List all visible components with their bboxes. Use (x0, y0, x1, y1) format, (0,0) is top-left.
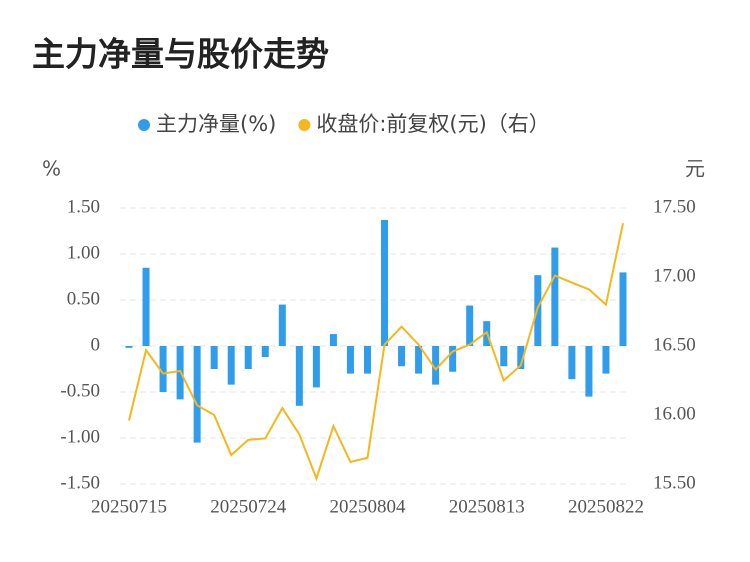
x-tick-label: 20250715 (91, 496, 167, 517)
bar (159, 346, 167, 392)
bar (381, 219, 389, 346)
bar (312, 346, 320, 388)
bar (227, 346, 235, 385)
legend-marker (298, 119, 311, 131)
y2-tick-label: 17.00 (653, 265, 696, 286)
chart-title: 主力净量与股价走势 (32, 35, 329, 74)
bar (295, 346, 303, 406)
y-tick-label: -0.50 (60, 380, 100, 401)
bar (398, 346, 406, 367)
bar (142, 267, 150, 346)
legend-label: 收盘价:前复权(元)（右） (316, 112, 549, 136)
bar (449, 346, 457, 372)
price-line (128, 222, 624, 482)
bar (585, 346, 593, 397)
y2-tick-label: 15.50 (653, 472, 696, 493)
bar (568, 346, 576, 380)
bar (415, 346, 423, 374)
bar (517, 346, 525, 369)
bar (500, 346, 508, 367)
x-tick-label: 20250724 (210, 496, 287, 517)
y2-tick-label: 16.00 (653, 403, 696, 424)
bar (551, 247, 559, 346)
y-tick-label: 0.50 (67, 288, 100, 309)
y-tick-label: 1.00 (67, 242, 100, 263)
legend-label: 主力净量(%) (156, 112, 276, 136)
bar (193, 346, 201, 443)
bar (346, 346, 354, 374)
bar (278, 304, 286, 346)
y-tick-label: -1.50 (60, 472, 100, 493)
y2-tick-label: 17.50 (653, 196, 696, 217)
bar (125, 346, 133, 348)
bar (210, 346, 218, 369)
bar (619, 272, 627, 346)
y-axis-label: % (42, 157, 61, 181)
y-tick-label: 0 (91, 334, 101, 355)
bar (363, 346, 371, 374)
bar (466, 305, 474, 346)
y2-tick-label: 16.50 (653, 334, 696, 355)
y-tick-label: 1.50 (67, 196, 100, 217)
bar (329, 334, 337, 346)
bar (602, 346, 610, 374)
bar (261, 346, 269, 358)
bar (244, 346, 252, 369)
bar (432, 346, 440, 385)
y2-axis-label: 元 (685, 157, 705, 181)
legend-marker (138, 119, 150, 131)
x-tick-label: 20250822 (568, 496, 644, 517)
x-tick-label: 20250804 (329, 496, 406, 517)
y-tick-label: -1.00 (60, 426, 100, 447)
x-tick-label: 20250813 (449, 496, 525, 517)
